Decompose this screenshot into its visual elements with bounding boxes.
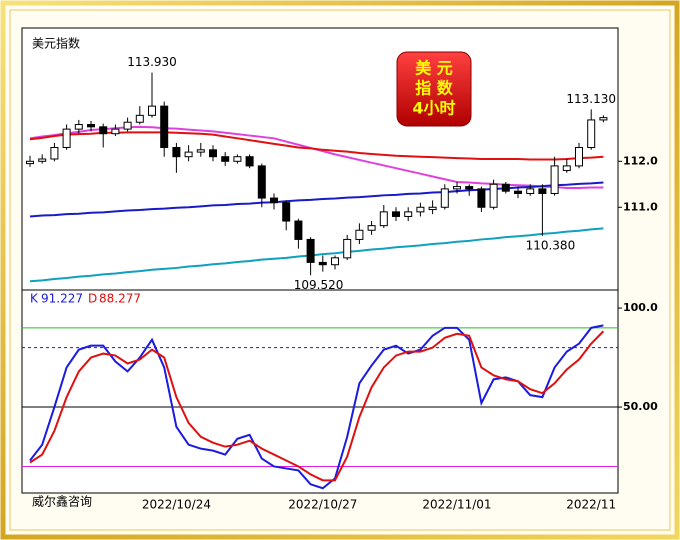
plot-area: [21, 27, 619, 494]
candle-body: [453, 186, 461, 190]
candle-body: [38, 158, 47, 162]
y-tick-label: 50.00: [623, 400, 658, 413]
candle-body: [477, 188, 486, 208]
candle-body: [294, 220, 303, 240]
candle-body: [538, 188, 547, 194]
candle-body: [221, 156, 230, 162]
x-tick-label: 2022/11: [566, 498, 616, 512]
candle-body: [209, 149, 217, 158]
annotation: 113.130: [566, 92, 616, 106]
candle-body: [111, 128, 120, 135]
annotation: 109.520: [294, 278, 344, 292]
candle-body: [562, 165, 571, 171]
candle-body: [416, 206, 425, 213]
x-tick-label: 2022/10/27: [288, 498, 357, 512]
candle-body: [135, 114, 144, 123]
y-tick-label: 112.0: [623, 154, 658, 167]
frame-inner: [9, 9, 671, 531]
candle-body: [257, 165, 266, 199]
candle-body: [379, 211, 388, 227]
badge: 美 元 指 数 4小时: [396, 51, 472, 127]
kd-line: [29, 330, 605, 482]
x-tick-label: 2022/11/01: [422, 498, 491, 512]
badge-line: 美 元: [415, 59, 453, 78]
candle-body: [245, 156, 254, 167]
candle-body: [282, 202, 291, 222]
candle-body: [428, 206, 437, 211]
candle-body: [270, 197, 278, 204]
candle-body: [501, 183, 510, 192]
candle-body: [550, 165, 559, 194]
candle-body: [575, 147, 583, 167]
candle-body: [74, 124, 83, 130]
candle-body: [62, 128, 71, 149]
candle-body: [599, 117, 608, 121]
candle-body: [99, 126, 108, 135]
candle-body: [123, 121, 132, 130]
candle-body: [196, 149, 205, 153]
candle-body: [87, 124, 95, 128]
candle-body: [331, 257, 339, 266]
annotation: 110.380: [526, 238, 576, 252]
annotation: 113.930: [127, 55, 177, 69]
candle-body: [465, 186, 474, 190]
candle-body: [392, 211, 400, 217]
ma-line: [29, 131, 604, 161]
candle-body: [148, 105, 156, 116]
candle-body: [172, 147, 181, 158]
candle-body: [160, 105, 169, 149]
candle-body: [404, 211, 413, 217]
badge-box: [396, 51, 472, 127]
candle-body: [184, 151, 193, 158]
candle-body: [587, 119, 596, 149]
legend-name: D: [88, 292, 97, 306]
badge-line: 4小时: [412, 99, 455, 118]
candle-body: [526, 188, 535, 194]
legend-value: 91.227: [41, 292, 83, 306]
y-tick-label: 111.0: [623, 200, 658, 213]
candle-body: [233, 156, 242, 162]
candle-body: [318, 261, 327, 266]
badge-line: 指 数: [415, 79, 454, 98]
candle-body: [514, 190, 522, 194]
candle-body: [440, 188, 449, 208]
candle-body: [367, 225, 376, 231]
ma-line: [29, 227, 604, 283]
kd-line: [29, 324, 604, 490]
candle-body: [489, 183, 498, 208]
legend-name: K: [30, 292, 39, 306]
candle-body: [50, 147, 59, 160]
chart-title: 美元指数: [32, 36, 80, 51]
candle-body: [355, 229, 364, 240]
x-tick-label: 2022/10/24: [142, 498, 211, 512]
y-tick-label: 100.0: [623, 301, 658, 314]
legend-value: 88.277: [99, 292, 141, 306]
candle-body: [306, 238, 315, 263]
candle-body: [343, 238, 352, 259]
source: 威尔鑫咨询: [32, 494, 92, 509]
candle-body: [26, 160, 34, 165]
